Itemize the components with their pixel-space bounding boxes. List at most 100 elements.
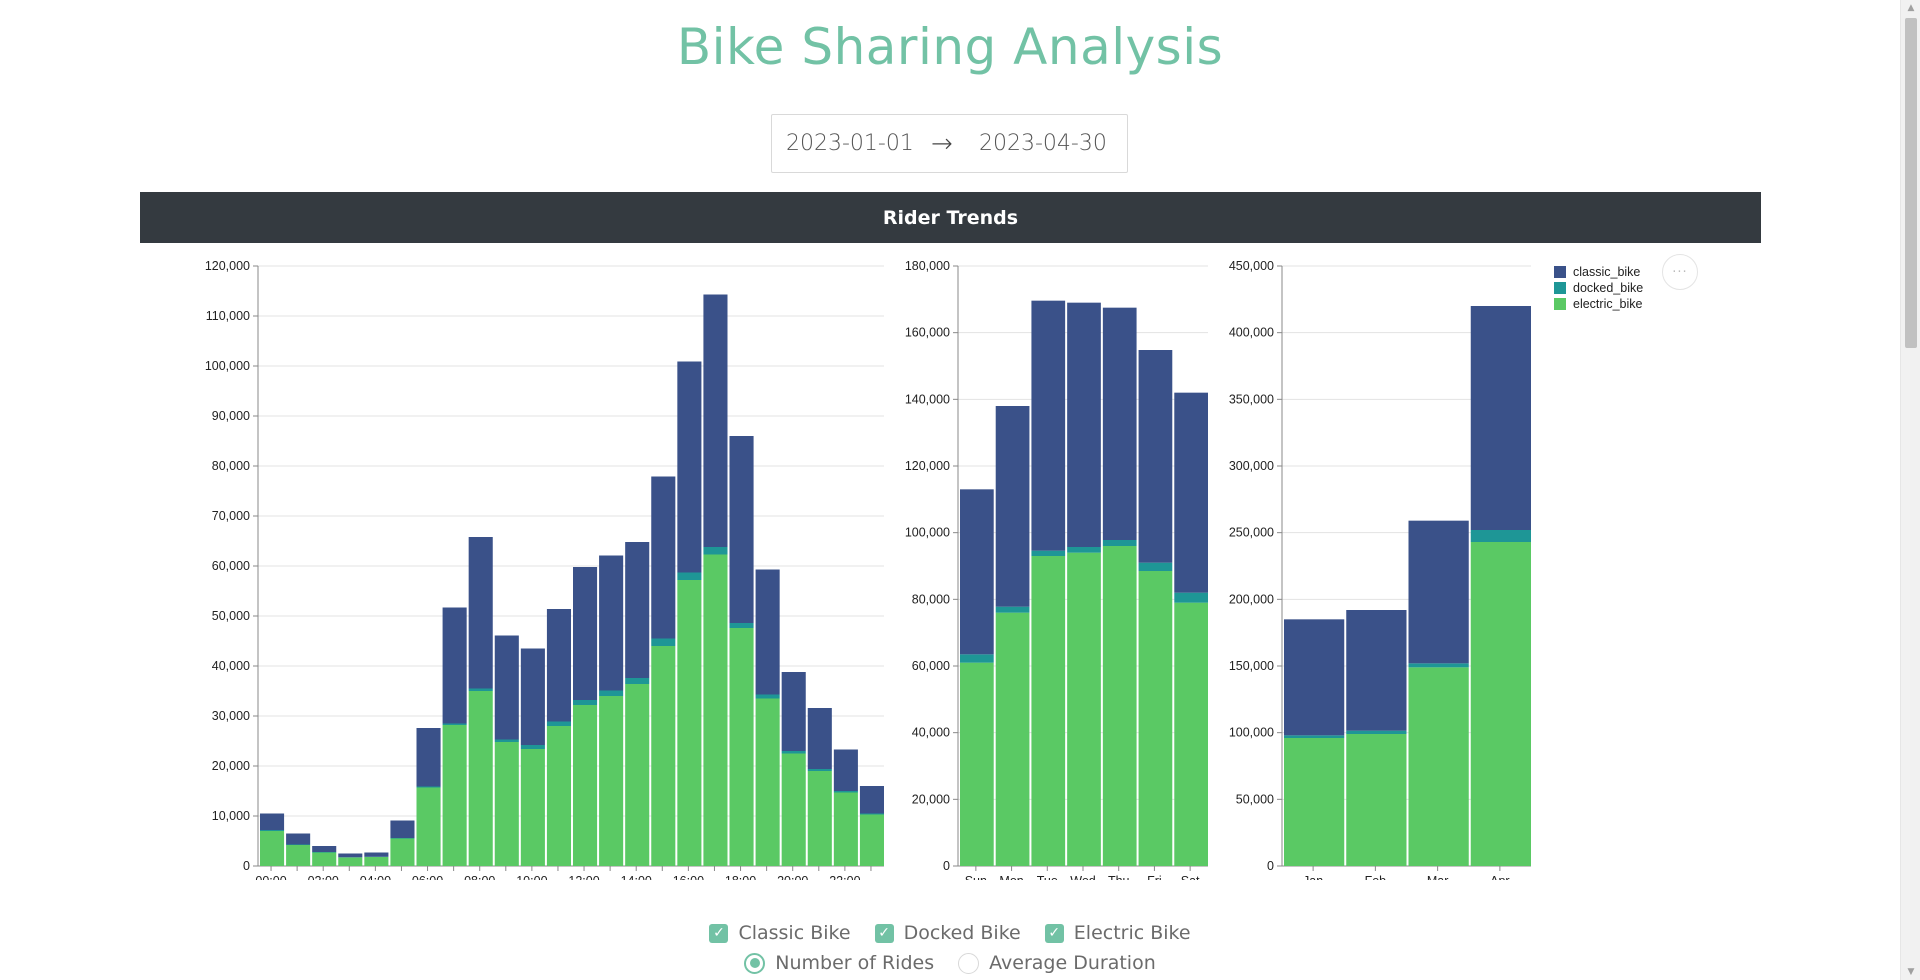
y-tick-label: 90,000 bbox=[212, 409, 250, 423]
bar-segment-electric-bike bbox=[1174, 602, 1208, 866]
chart-options-button[interactable]: ··· bbox=[1662, 254, 1698, 290]
bar-segment-electric-bike bbox=[859, 814, 884, 866]
date-range-picker[interactable]: 2023-01-01 → 2023-04-30 bbox=[771, 114, 1128, 173]
x-tick-label: Sat bbox=[1181, 874, 1200, 880]
bar-segment-electric-bike bbox=[468, 691, 493, 866]
bar-segment-classic-bike bbox=[599, 555, 624, 691]
bar-segment-classic-bike bbox=[1408, 520, 1469, 664]
checkbox-checked-icon: ✓ bbox=[1044, 923, 1064, 943]
x-tick-label: Jan bbox=[1303, 874, 1323, 880]
bar-segment-classic-bike bbox=[703, 294, 728, 547]
bar-segment-docked-bike bbox=[286, 844, 311, 845]
bar-segment-electric-bike bbox=[312, 852, 337, 866]
bar-segment-docked-bike bbox=[960, 654, 994, 663]
bar-segment-docked-bike bbox=[703, 547, 728, 555]
scrollbar-thumb[interactable] bbox=[1905, 18, 1917, 348]
y-tick-label: 20,000 bbox=[912, 792, 950, 806]
bar-segment-classic-bike bbox=[1138, 350, 1173, 563]
x-tick-label: Sun bbox=[965, 874, 987, 880]
bar-segment-electric-bike bbox=[960, 662, 994, 866]
vertical-scrollbar[interactable]: ▲ ▼ bbox=[1900, 0, 1920, 980]
x-tick-label: Feb bbox=[1365, 874, 1387, 880]
y-tick-label: 70,000 bbox=[212, 509, 250, 523]
bar-segment-electric-bike bbox=[1470, 542, 1531, 866]
y-tick-label: 150,000 bbox=[1229, 659, 1274, 673]
rider-trends-svg: 0 10,000 20,000 30,000 40,000 50,000 60,000 70,… bbox=[205, 259, 1643, 880]
number-of-rides-label: Number of Rides bbox=[775, 952, 935, 974]
y-tick-label: 80,000 bbox=[212, 459, 250, 473]
bar-segment-electric-bike bbox=[286, 845, 311, 866]
y-tick-label: 20,000 bbox=[212, 759, 250, 773]
bar-segment-electric-bike bbox=[573, 705, 598, 866]
y-tick-label: 0 bbox=[943, 859, 950, 873]
bar-segment-electric-bike bbox=[599, 696, 624, 866]
x-tick-label: 10:00 bbox=[516, 874, 547, 880]
bar-segment-docked-bike bbox=[546, 721, 571, 726]
electric-bike-checkbox[interactable]: ✓ Electric Bike bbox=[1044, 922, 1191, 944]
x-tick-label: 00:00 bbox=[255, 874, 286, 880]
bar-segment-electric-bike bbox=[1284, 738, 1345, 866]
y-tick-label: 140,000 bbox=[905, 392, 950, 406]
metric-radio-group: Number of Rides Average Duration bbox=[0, 952, 1900, 979]
bar-segment-electric-bike bbox=[703, 554, 728, 866]
bar-segment-docked-bike bbox=[833, 791, 858, 793]
bar-segment-classic-bike bbox=[859, 786, 884, 814]
bar-segment-docked-bike bbox=[1031, 550, 1066, 556]
y-tick-label: 0 bbox=[243, 859, 250, 873]
scroll-down-arrow-icon[interactable]: ▼ bbox=[1907, 967, 1915, 977]
docked-bike-checkbox[interactable]: ✓ Docked Bike bbox=[874, 922, 1021, 944]
number-of-rides-radio[interactable]: Number of Rides bbox=[744, 952, 934, 974]
bar-segment-docked-bike bbox=[416, 786, 441, 788]
bar-segment-docked-bike bbox=[859, 813, 884, 815]
bar-segment-electric-bike bbox=[520, 749, 545, 866]
y-tick-label: 100,000 bbox=[205, 359, 250, 373]
bar-segment-electric-bike bbox=[833, 792, 858, 866]
start-date-input[interactable]: 2023-01-01 bbox=[786, 131, 914, 156]
bar-segment-electric-bike bbox=[1346, 734, 1407, 866]
bar-segment-classic-bike bbox=[520, 648, 545, 745]
x-tick-label: 02:00 bbox=[308, 874, 339, 880]
average-duration-radio[interactable]: Average Duration bbox=[958, 952, 1156, 974]
x-tick-label: 18:00 bbox=[725, 874, 756, 880]
legend-swatch-electric-bike bbox=[1554, 298, 1566, 310]
x-tick-label: 06:00 bbox=[412, 874, 443, 880]
y-tick-label: 400,000 bbox=[1229, 326, 1274, 340]
bar-segment-docked-bike bbox=[807, 769, 832, 771]
bar-segment-electric-bike bbox=[494, 742, 519, 866]
bar-segment-docked-bike bbox=[312, 852, 337, 853]
x-tick-label: Thu bbox=[1108, 874, 1130, 880]
y-tick-label: 60,000 bbox=[912, 659, 950, 673]
bar-segment-classic-bike bbox=[1031, 300, 1066, 551]
bar-segment-electric-bike bbox=[260, 831, 285, 866]
bar-segment-docked-bike bbox=[599, 690, 624, 696]
bar-segment-docked-bike bbox=[1284, 735, 1345, 738]
bar-segment-classic-bike bbox=[338, 853, 363, 858]
x-tick-label: Mon bbox=[999, 874, 1023, 880]
bar-segment-classic-bike bbox=[781, 672, 806, 751]
x-tick-label: 04:00 bbox=[360, 874, 391, 880]
legend-swatch-classic-bike bbox=[1554, 266, 1566, 278]
bar-segment-docked-bike bbox=[1067, 547, 1101, 553]
bar-segment-electric-bike bbox=[390, 838, 415, 866]
y-tick-label: 450,000 bbox=[1229, 259, 1274, 273]
bar-segment-electric-bike bbox=[995, 612, 1030, 866]
bar-segment-electric-bike bbox=[546, 726, 571, 866]
legend-label: docked_bike bbox=[1573, 281, 1643, 295]
y-tick-label: 80,000 bbox=[912, 592, 950, 606]
x-tick-label: 08:00 bbox=[464, 874, 495, 880]
bar-segment-classic-bike bbox=[1346, 610, 1407, 731]
classic-bike-checkbox[interactable]: ✓ Classic Bike bbox=[709, 922, 851, 944]
x-tick-label: 22:00 bbox=[829, 874, 860, 880]
bar-segment-classic-bike bbox=[573, 567, 598, 700]
bar-segment-electric-bike bbox=[781, 753, 806, 866]
bar-segment-docked-bike bbox=[520, 745, 545, 749]
average-duration-label: Average Duration bbox=[989, 952, 1156, 974]
x-tick-label: 14:00 bbox=[621, 874, 652, 880]
bar-segment-classic-bike bbox=[468, 537, 493, 689]
scroll-up-arrow-icon[interactable]: ▲ bbox=[1907, 3, 1915, 13]
bar-segment-classic-bike bbox=[995, 406, 1030, 607]
bar-segment-classic-bike bbox=[1067, 302, 1101, 547]
bar-segment-classic-bike bbox=[625, 542, 650, 678]
end-date-input[interactable]: 2023-04-30 bbox=[979, 131, 1107, 156]
bar-segment-electric-bike bbox=[729, 628, 754, 866]
